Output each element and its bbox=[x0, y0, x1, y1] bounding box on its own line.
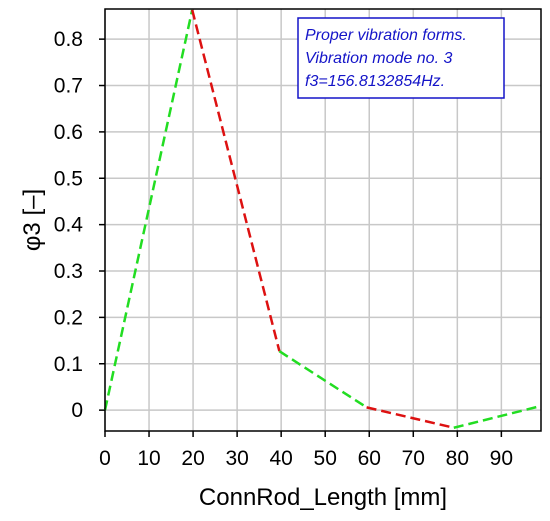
mode-shape-segment bbox=[278, 350, 368, 409]
y-tick-label: 0.4 bbox=[54, 214, 84, 237]
x-tick-label: 70 bbox=[402, 447, 425, 470]
y-tick-label: 0 bbox=[71, 399, 83, 422]
y-tick-label: 0.7 bbox=[54, 75, 83, 98]
x-axis-title: ConnRod_Length [mm] bbox=[199, 484, 447, 511]
y-tick-label: 0.2 bbox=[54, 306, 83, 329]
y-tick-label: 0.5 bbox=[54, 167, 83, 190]
x-tick-label: 60 bbox=[358, 447, 381, 470]
x-tick-label: 20 bbox=[181, 447, 204, 470]
annotation-frame bbox=[297, 17, 505, 99]
y-tick-label: 0.8 bbox=[54, 28, 83, 51]
annotation-line-mode: Vibration mode no. 3 bbox=[305, 50, 452, 67]
y-axis-ticks: 0 0.1 0.2 0.3 0.4 0.5 0.6 0.7 0.8 bbox=[54, 28, 105, 422]
y-tick-label: 0.6 bbox=[54, 121, 83, 144]
y-axis-title: φ3 [–] bbox=[19, 189, 46, 251]
x-tick-label: 0 bbox=[99, 447, 111, 470]
mode-shape-segment bbox=[190, 9, 281, 352]
mode-shape-segment bbox=[103, 9, 194, 411]
x-tick-label: 50 bbox=[314, 447, 337, 470]
y-tick-label: 0.1 bbox=[54, 353, 83, 376]
x-axis-ticks: 0 10 20 30 40 50 60 70 80 90 bbox=[99, 431, 513, 470]
x-tick-label: 10 bbox=[137, 447, 160, 470]
x-tick-label: 90 bbox=[490, 447, 513, 470]
annotation-box: Proper vibration forms. Vibration mode n… bbox=[297, 17, 505, 99]
x-tick-label: 80 bbox=[446, 447, 469, 470]
annotation-line-frequency: f3=156.8132854Hz. bbox=[305, 73, 445, 90]
mode-shape-segment bbox=[453, 404, 542, 429]
x-tick-label: 30 bbox=[225, 447, 248, 470]
annotation-line-title: Proper vibration forms. bbox=[305, 27, 467, 44]
data-series bbox=[103, 9, 542, 429]
x-tick-label: 40 bbox=[269, 447, 292, 470]
y-tick-label: 0.3 bbox=[54, 260, 83, 283]
plot-frame bbox=[104, 8, 542, 432]
